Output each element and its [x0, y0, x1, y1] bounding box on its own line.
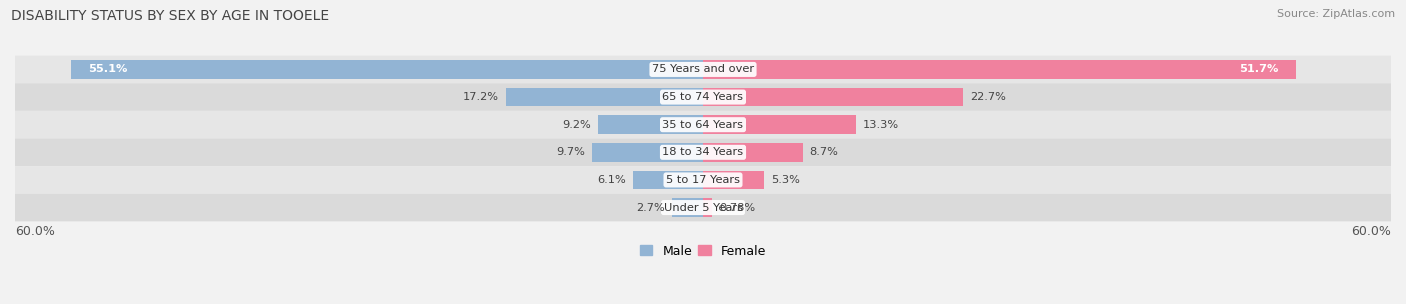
Text: 8.7%: 8.7% [810, 147, 838, 157]
FancyBboxPatch shape [15, 139, 1391, 166]
Text: 51.7%: 51.7% [1239, 64, 1278, 74]
FancyBboxPatch shape [15, 111, 1391, 139]
Text: 6.1%: 6.1% [598, 175, 626, 185]
Text: 65 to 74 Years: 65 to 74 Years [662, 92, 744, 102]
Bar [72, 60, 703, 79]
Text: Source: ZipAtlas.com: Source: ZipAtlas.com [1277, 9, 1395, 19]
FancyBboxPatch shape [15, 56, 1391, 83]
Bar [598, 115, 703, 134]
FancyBboxPatch shape [15, 83, 1391, 111]
Bar [506, 88, 703, 106]
Text: DISABILITY STATUS BY SEX BY AGE IN TOOELE: DISABILITY STATUS BY SEX BY AGE IN TOOEL… [11, 9, 329, 23]
Bar [703, 88, 963, 106]
Text: 75 Years and over: 75 Years and over [652, 64, 754, 74]
Bar [703, 198, 711, 217]
Legend: Male, Female: Male, Female [640, 244, 766, 257]
Text: 17.2%: 17.2% [463, 92, 499, 102]
Text: 60.0%: 60.0% [1351, 225, 1391, 238]
Text: 55.1%: 55.1% [89, 64, 128, 74]
Bar [703, 171, 763, 189]
Text: 5.3%: 5.3% [770, 175, 800, 185]
Bar [703, 143, 803, 162]
Text: 13.3%: 13.3% [862, 120, 898, 130]
Text: 60.0%: 60.0% [15, 225, 55, 238]
Text: 9.2%: 9.2% [562, 120, 591, 130]
Bar [703, 60, 1296, 79]
Text: 22.7%: 22.7% [970, 92, 1007, 102]
Bar [592, 143, 703, 162]
FancyBboxPatch shape [15, 166, 1391, 194]
Text: 2.7%: 2.7% [637, 202, 665, 212]
Bar [672, 198, 703, 217]
Text: 0.78%: 0.78% [718, 202, 755, 212]
Text: 18 to 34 Years: 18 to 34 Years [662, 147, 744, 157]
Text: Under 5 Years: Under 5 Years [664, 202, 742, 212]
FancyBboxPatch shape [15, 194, 1391, 221]
Bar [703, 115, 855, 134]
Bar [633, 171, 703, 189]
Text: 5 to 17 Years: 5 to 17 Years [666, 175, 740, 185]
Text: 35 to 64 Years: 35 to 64 Years [662, 120, 744, 130]
Text: 9.7%: 9.7% [555, 147, 585, 157]
